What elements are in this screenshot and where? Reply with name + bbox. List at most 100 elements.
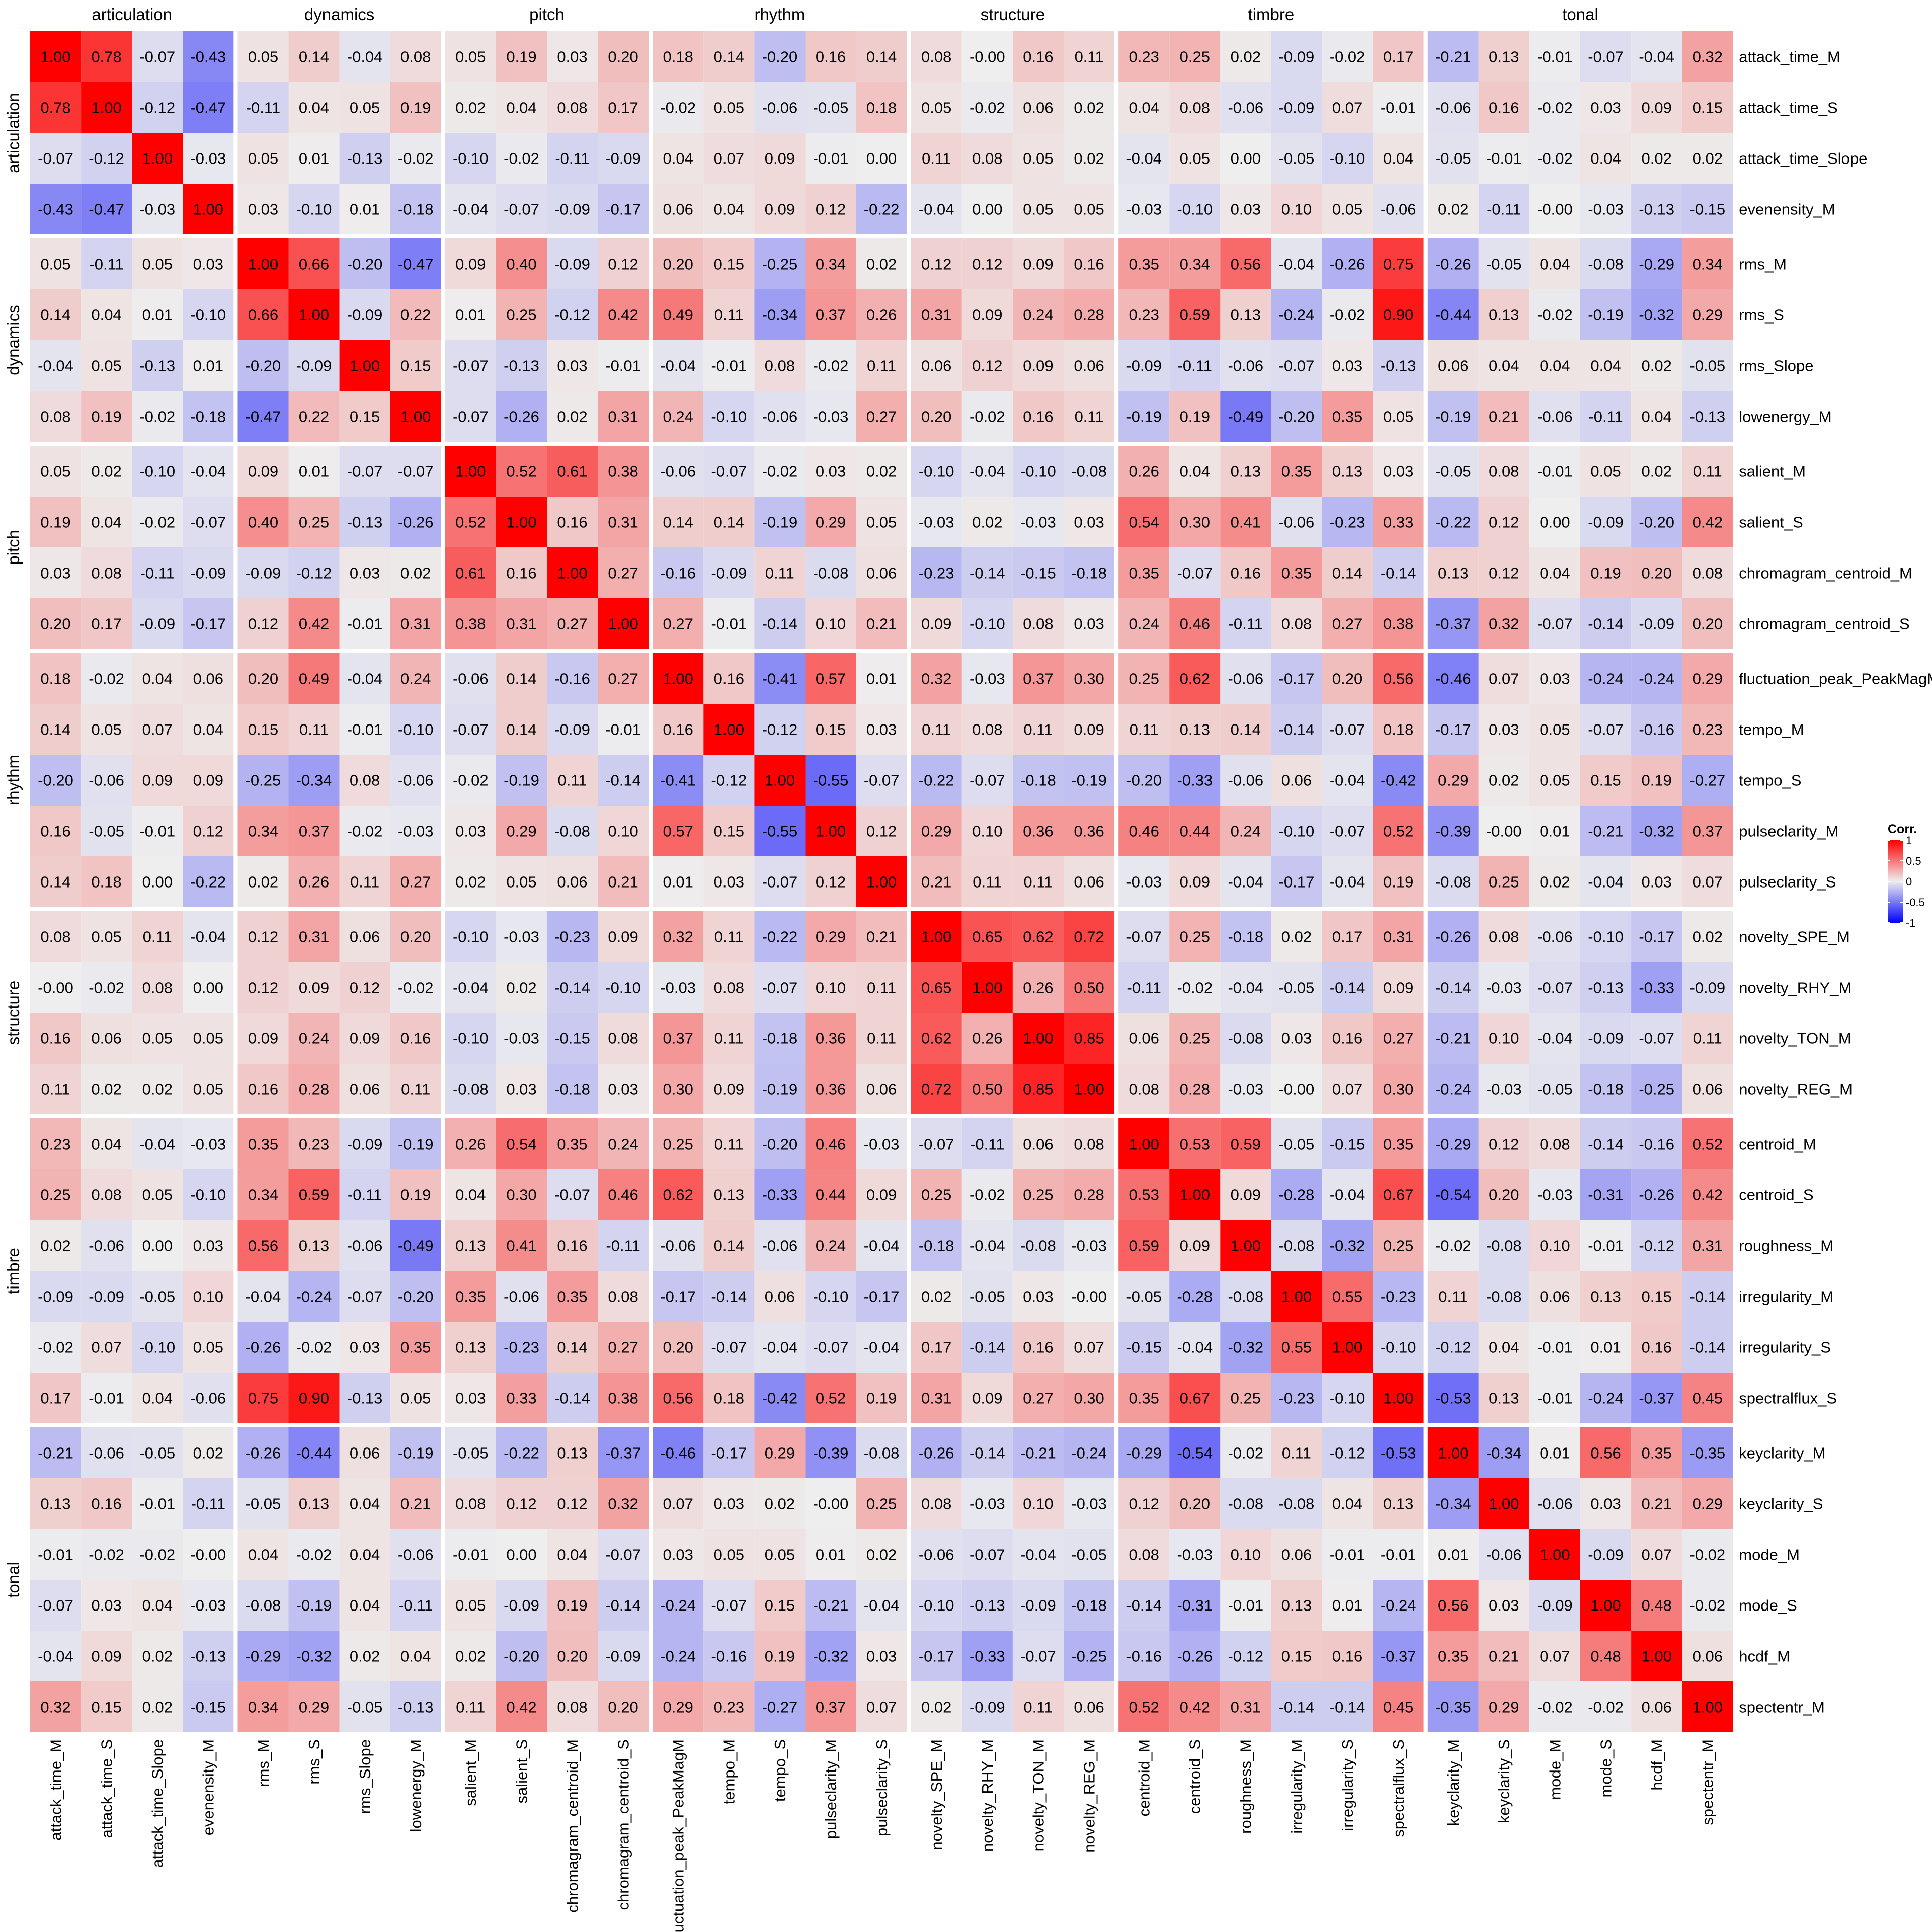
- cell-value-label: 0.56: [1590, 1444, 1621, 1462]
- heatmap-cell: [653, 1322, 704, 1373]
- heatmap-cell: [1169, 755, 1221, 806]
- cell-value-label: -0.01: [813, 149, 849, 167]
- heatmap-cell: [1322, 1118, 1373, 1169]
- cell-value-label: -0.17: [1639, 928, 1674, 945]
- cell-value-label: 0.10: [1231, 1546, 1261, 1563]
- heatmap-cell: [805, 82, 856, 133]
- cell-value-label: 0.08: [40, 408, 70, 425]
- cell-value-label: -0.26: [1435, 928, 1471, 945]
- row-label: salient_S: [1739, 513, 1803, 531]
- cell-value-label: 0.09: [921, 615, 951, 632]
- cell-value-label: -0.02: [296, 1546, 332, 1563]
- heatmap-cell: [1064, 598, 1115, 649]
- heatmap-cell: [1271, 1169, 1322, 1220]
- heatmap-cell: [856, 911, 907, 962]
- cell-value-label: 0.01: [350, 200, 380, 218]
- heatmap-cell: [390, 1064, 441, 1114]
- heatmap-cell: [1529, 497, 1580, 547]
- heatmap-cell: [598, 1013, 649, 1064]
- heatmap-cell: [339, 1169, 390, 1220]
- heatmap-cell: [1478, 1271, 1530, 1322]
- cell-value-label: 0.07: [663, 1495, 693, 1512]
- cell-value-label: -0.13: [1689, 408, 1725, 425]
- cell-value-label: 0.13: [1231, 306, 1261, 324]
- heatmap-cell: [496, 497, 547, 547]
- cell-value-label: 0.09: [972, 306, 1002, 324]
- cell-value-label: 0.32: [663, 928, 693, 945]
- cell-value-label: 0.11: [1693, 462, 1722, 480]
- cell-value-label: 0.06: [1281, 1546, 1312, 1563]
- heatmap-cell: [653, 911, 704, 962]
- heatmap-cell: [547, 1322, 598, 1373]
- cell-value-label: 0.42: [1180, 1698, 1210, 1716]
- cell-value-label: -0.09: [347, 1135, 383, 1153]
- heatmap-cell: [390, 806, 441, 856]
- cell-value-label: 0.59: [1231, 1135, 1261, 1153]
- heatmap-cell: [911, 133, 962, 184]
- cell-value-label: -0.10: [919, 462, 954, 480]
- cell-value-label: -0.00: [190, 1546, 226, 1563]
- cell-value-label: 0.36: [816, 1029, 846, 1047]
- heatmap-cell: [1220, 446, 1271, 497]
- heatmap-cell: [1169, 446, 1221, 497]
- cell-value-label: -0.04: [246, 1287, 281, 1305]
- cell-value-label: -0.14: [1279, 1698, 1315, 1716]
- cell-value-label: 0.12: [816, 200, 846, 218]
- cell-value-label: -0.11: [606, 1237, 640, 1254]
- cell-value-label: 0.13: [1180, 720, 1210, 738]
- heatmap-cell: [183, 653, 234, 704]
- heatmap-cell: [1478, 704, 1530, 755]
- column-label: mode_M: [1546, 1739, 1564, 1800]
- cell-value-label: -0.02: [1537, 99, 1573, 116]
- cell-value-label: 0.03: [193, 255, 223, 273]
- cell-value-label: -0.53: [1381, 1444, 1416, 1462]
- heatmap-cell: [339, 547, 390, 598]
- heatmap-cell: [1169, 31, 1221, 82]
- heatmap-cell: [1322, 391, 1373, 442]
- heatmap-cell: [390, 133, 441, 184]
- cell-value-label: -0.13: [139, 357, 175, 374]
- cell-value-label: 1.00: [91, 99, 121, 116]
- heatmap-cell: [1118, 446, 1170, 497]
- heatmap-cell: [288, 547, 340, 598]
- heatmap-cell: [1118, 598, 1170, 649]
- heatmap-cell: [1169, 598, 1221, 649]
- heatmap-cell: [288, 962, 340, 1013]
- cell-value-label: 0.18: [714, 1389, 744, 1407]
- heatmap-cell: [1682, 82, 1733, 133]
- heatmap-cell: [1373, 806, 1424, 856]
- cell-value-label: -0.06: [1279, 513, 1315, 531]
- cell-value-label: 0.26: [972, 1029, 1002, 1047]
- cell-value-label: -0.01: [453, 1546, 489, 1563]
- cell-value-label: 0.49: [663, 306, 693, 324]
- heatmap-cell: [183, 598, 234, 649]
- heatmap-cell: [30, 497, 82, 547]
- cell-value-label: 0.38: [608, 1389, 638, 1407]
- cell-value-label: 0.11: [714, 1135, 744, 1153]
- heatmap-cell: [1322, 653, 1373, 704]
- cell-value-label: 0.31: [400, 615, 431, 632]
- cell-value-label: 0.27: [557, 615, 587, 632]
- heatmap-cell: [703, 1013, 755, 1064]
- heatmap-cell: [1322, 497, 1373, 547]
- heatmap-cell: [547, 82, 598, 133]
- heatmap-cell: [856, 653, 907, 704]
- group-separator: [907, 31, 911, 1732]
- cell-value-label: -0.01: [139, 822, 175, 840]
- cell-value-label: 0.23: [1129, 306, 1159, 324]
- heatmap-cell: [30, 962, 82, 1013]
- heatmap-cell: [1529, 184, 1580, 234]
- column-label: attack_time_M: [47, 1739, 64, 1841]
- heatmap-cell: [30, 1220, 82, 1271]
- heatmap-cell: [183, 391, 234, 442]
- cell-value-label: -0.14: [554, 1389, 590, 1407]
- cell-value-label: 0.04: [91, 1135, 121, 1153]
- heatmap-cell: [1427, 340, 1479, 391]
- cell-value-label: -0.10: [1020, 462, 1056, 480]
- cell-value-label: 0.00: [972, 200, 1002, 218]
- cell-value-label: 0.14: [506, 720, 536, 738]
- cell-value-label: -0.08: [1279, 1495, 1315, 1512]
- heatmap-cell: [961, 704, 1013, 755]
- cell-value-label: 0.10: [1489, 1029, 1519, 1047]
- heatmap-cell: [805, 340, 856, 391]
